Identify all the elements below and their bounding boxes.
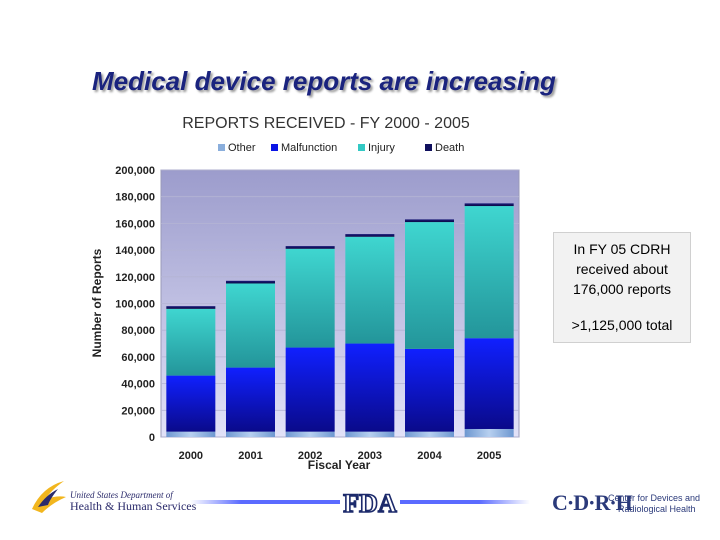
cdrh-name: Center for Devices and Radiological Heal… [608,493,700,515]
bar-injury-2005 [464,206,514,339]
bar-other-2001 [226,431,275,437]
legend-swatch-death [425,144,432,151]
y-tick-label: 100,000 [115,299,155,311]
bar-other-2004 [405,431,454,437]
x-tick-label: 2002 [298,450,322,462]
bar-other-2002 [285,431,335,437]
x-tick-label: 2003 [358,450,382,462]
y-tick-label: 0 [149,432,155,444]
stacked-bar-chart: REPORTS RECEIVED - FY 2000 - 2005 Other M… [90,115,520,472]
slide-title: Medical device reports are increasing [92,66,556,96]
cdrh-logo: C·D·R·H Center for Devices and Radiologi… [552,490,702,524]
cdrh-mark: C·D·R·H [552,490,633,515]
callout-text-received: In FY 05 CDRH received about 176,000 rep… [572,241,672,297]
bar-death-2005 [464,203,514,207]
bar-malfunction-2002 [285,347,335,432]
bar-death-2001 [226,280,275,284]
hhs-logo: United States Department of Health & Hum… [28,475,196,520]
x-axis: 2000 2001 2002 2003 2004 2005 [179,450,502,462]
bar-malfunction-2005 [464,338,514,429]
bar-death-2004 [405,219,454,223]
y-tick-label: 140,000 [115,245,155,257]
x-tick-label: 2004 [417,450,442,462]
cdrh-line2: Radiological Health [618,504,696,514]
bar-malfunction-2004 [405,348,454,432]
plot-area [160,169,520,438]
bar-death-2002 [285,246,335,249]
bar-other-2003 [345,431,395,437]
hhs-line2: Health & Human Services [70,499,197,513]
y-axis: 0 20,000 40,000 60,000 80,000 100,000 120,000 1… [115,165,155,444]
y-tick-label: 160,000 [115,218,155,230]
y-tick-label: 40,000 [121,379,155,391]
bar-injury-2000 [166,308,216,376]
x-tick-label: 2000 [179,450,203,462]
y-tick-label: 80,000 [121,325,155,337]
y-tick-label: 200,000 [115,165,155,177]
bar-malfunction-2003 [345,343,395,432]
bar-injury-2002 [285,248,335,348]
bar-death-2000 [166,306,216,309]
x-tick-label: 2005 [477,450,501,462]
bars [166,203,514,437]
callout-text-total: >1,125,000 total [571,317,673,333]
legend-label-injury: Injury [368,142,395,154]
fda-logo: FDA [340,488,400,518]
bar-malfunction-2000 [166,375,216,432]
legend: Other Malfunction Injury Death [218,142,464,154]
bar-other-2000 [166,431,216,437]
y-tick-label: 120,000 [115,272,155,284]
y-tick-label: 180,000 [115,192,155,204]
legend-swatch-malfunction [271,144,278,151]
legend-swatch-injury [358,144,365,151]
bar-malfunction-2001 [226,367,275,432]
legend-label-other: Other [228,142,256,154]
x-axis-label: Fiscal Year [308,458,371,472]
hhs-line1: United States Department of [70,490,173,500]
fda-logo-text: FDA [343,489,397,518]
bar-death-2003 [345,234,395,237]
y-tick-label: 60,000 [121,352,155,364]
bar-injury-2004 [405,222,454,349]
callout-box: In FY 05 CDRH received about 176,000 rep… [553,232,691,343]
legend-label-death: Death [435,142,464,154]
y-tick-label: 20,000 [121,405,155,417]
y-axis-label: Number of Reports [90,248,104,357]
bar-other-2005 [464,428,514,437]
hhs-eagle-icon [32,481,66,513]
cdrh-line1: Center for Devices and [608,493,701,503]
legend-label-malfunction: Malfunction [281,142,337,154]
chart-title: REPORTS RECEIVED - FY 2000 - 2005 [182,115,470,132]
legend-swatch-other [218,144,225,151]
bar-injury-2003 [345,236,395,344]
bar-injury-2001 [226,283,275,368]
x-tick-label: 2001 [238,450,262,462]
